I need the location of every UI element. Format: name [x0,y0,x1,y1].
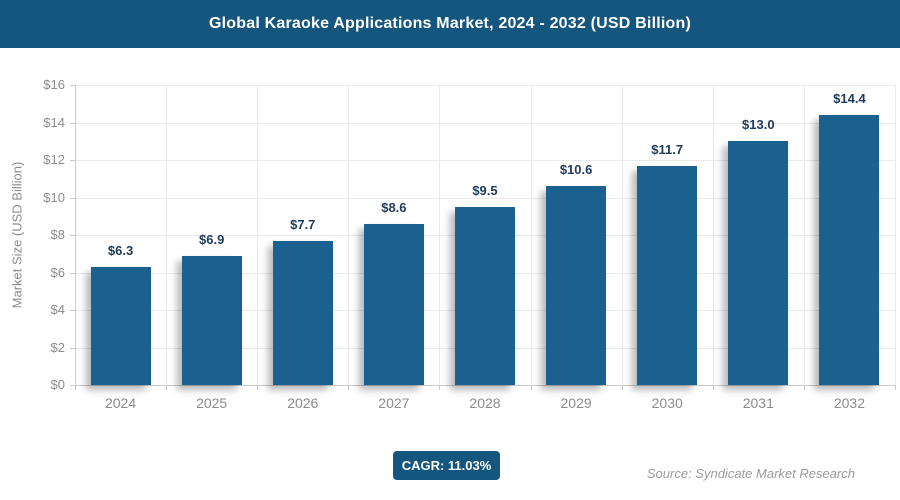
x-axis-line [75,385,895,386]
y-axis-tick [70,272,75,274]
gridline-vertical [257,85,259,385]
x-tick-label: 2026 [287,395,319,411]
title-banner: Global Karaoke Applications Market, 2024… [0,0,900,48]
x-axis-tick [803,385,805,390]
y-axis-tick [70,235,75,236]
x-tick-label: 2024 [104,395,137,411]
y-tick-label: $0 [50,377,65,392]
chart-area: Market Size (USD Billion) $0 $2 $4 $6 $8 $10 $… [0,48,900,428]
y-tick-label: $6 [50,264,65,280]
bar-value-label: $14.4 [833,91,866,106]
x-axis-tick [75,385,76,390]
gridline-vertical [166,85,168,385]
x-axis-tick [166,385,168,390]
x-tick-label: 2027 [378,395,410,411]
gridline-horizontal [75,122,895,124]
bar-value-label: $6.9 [199,231,225,247]
x-tick-label: 2030 [651,395,683,411]
plot-area: $0 $2 $4 $6 $8 $10 $12 $14 $16 $6.3 2024 $6.9 2025 $7… [43,77,896,411]
bar-value-label: $6.3 [107,242,134,258]
y-axis-tick [70,122,75,124]
bar [455,206,515,385]
gridline-horizontal [75,160,895,161]
x-axis-tick [439,385,441,390]
y-tick-label: $10 [43,189,65,205]
cagr-badge: CAGR: 11.03% [393,451,500,480]
bar-value-label: $11.7 [651,141,684,157]
y-axis-tick [70,347,75,349]
source-text: Source: Syndicate Market Research [646,466,855,481]
gridline-vertical [439,85,441,385]
bar [181,255,242,385]
bar-value-label: $7.7 [290,216,316,232]
x-tick-label: 2031 [742,395,774,411]
plot-right-border [895,85,896,385]
x-tick-label: 2028 [469,395,501,411]
gridline-vertical [530,85,532,385]
y-tick-label: $12 [43,152,65,167]
plot-top-border [75,85,895,86]
y-axis-tick [70,160,75,161]
chart-title: Global Karaoke Applications Market, 2024… [209,15,691,32]
gridline-vertical [712,85,714,385]
x-tick-label: 2025 [196,395,228,411]
y-axis-tick [70,197,75,199]
bar [637,165,698,385]
y-axis-tick [70,85,75,86]
gridline-vertical [803,85,805,385]
gridline-horizontal [75,197,895,199]
bar [728,141,789,385]
bar-value-label: $8.6 [381,199,407,215]
x-axis-tick [530,385,532,390]
x-tick-label: 2032 [833,395,865,411]
bar [546,186,607,385]
x-axis-tick [895,385,896,390]
bar-value-label: $13.0 [742,117,775,133]
gridline-vertical [348,85,350,385]
bar [272,240,333,385]
y-axis-line [75,85,76,385]
y-axis-tick [70,310,75,311]
x-tick-label: 2029 [560,395,592,411]
gridline-vertical [621,85,623,385]
x-axis-tick [712,385,714,390]
y-tick-label: $2 [50,339,65,355]
bar-value-label: $10.6 [559,162,593,178]
x-axis-tick [621,385,623,390]
y-tick-label: $8 [50,227,65,242]
y-tick-label: $16 [43,77,65,92]
bar-value-label: $9.5 [472,182,498,198]
y-tick-label: $14 [43,114,65,130]
y-axis-tick [70,385,75,386]
x-axis-tick [348,385,350,390]
y-tick-label: $4 [50,302,65,317]
bar [90,266,151,385]
x-axis-tick [257,385,259,390]
bar [819,115,880,385]
bar [363,223,424,385]
